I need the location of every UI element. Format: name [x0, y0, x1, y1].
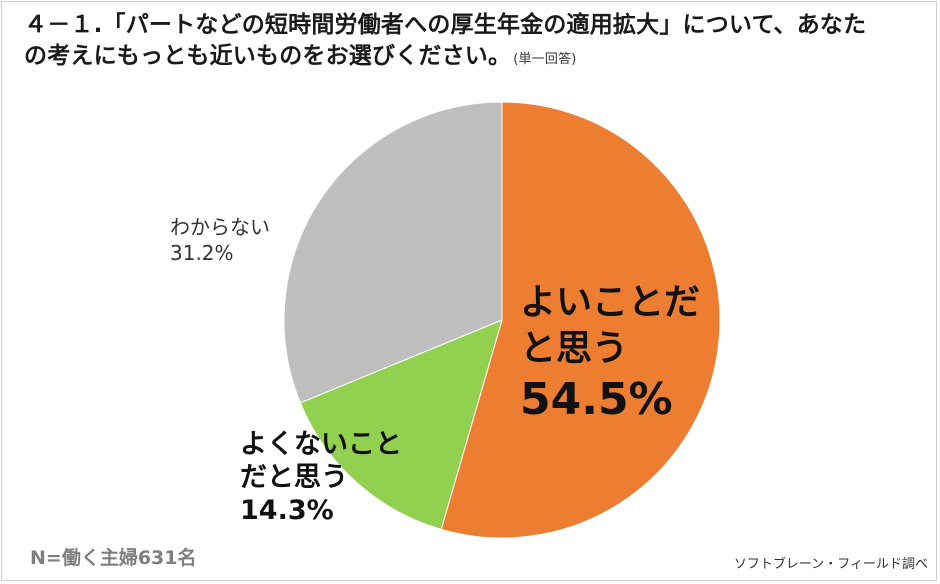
chart-title: ４－１.「パートなどの短時間労働者への厚生年金の適用拡大」について、あなた の考…: [24, 10, 924, 75]
slice-unknown: [283, 101, 503, 404]
label-bad: よくないこと だと思う 14.3%: [240, 428, 402, 527]
title-line-2: の考えにもっとも近いものをお選びください。 (単一回答): [24, 41, 924, 75]
label-bad-line2: だと思う: [240, 462, 348, 493]
title-note: (単一回答): [513, 52, 577, 67]
label-bad-line1: よくないこと: [240, 429, 402, 460]
slice-bad: [299, 319, 503, 530]
label-good-pct: 54.5%: [520, 374, 673, 425]
title-line-1: ４－１.「パートなどの短時間労働者への厚生年金の適用拡大」について、あなた: [24, 12, 867, 38]
label-unknown-pct: 31.2%: [170, 241, 234, 265]
label-good: よいことだ と思う 54.5%: [520, 280, 700, 428]
label-unknown-line1: わからない: [170, 215, 270, 239]
sample-size-note: N=働く主婦631名: [30, 547, 197, 569]
label-unknown: わからない 31.2%: [170, 214, 270, 266]
slice-good: [440, 101, 721, 539]
source-credit: ソフトブレーン・フィールド調べ: [733, 557, 928, 572]
label-good-line2: と思う: [520, 328, 629, 369]
title-line-2-text: の考えにもっとも近いものをお選びください。: [24, 43, 512, 69]
label-good-line1: よいことだ: [520, 282, 701, 323]
label-bad-pct: 14.3%: [240, 495, 334, 526]
